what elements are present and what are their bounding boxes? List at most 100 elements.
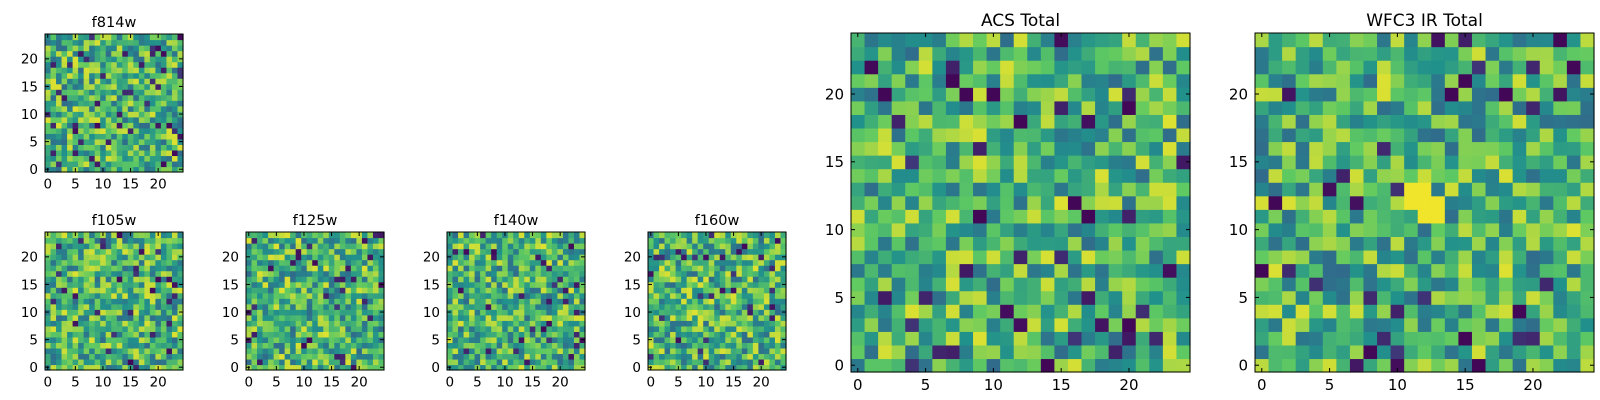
heatmap-cell [72, 287, 79, 294]
heatmap-cell [1000, 33, 1015, 48]
heatmap-cell [959, 73, 974, 88]
heatmap-cell [703, 331, 710, 338]
heatmap-cell [111, 56, 118, 63]
heatmap-cell [469, 281, 476, 288]
heatmap-cell [780, 347, 787, 355]
heatmap-cell [67, 116, 74, 123]
heatmap-cell [708, 353, 715, 360]
heatmap-cell [251, 254, 258, 261]
heatmap-cell [67, 298, 74, 305]
heatmap-cell [301, 320, 308, 327]
heatmap-cell [111, 287, 118, 294]
heatmap-cell [116, 353, 123, 360]
heatmap-cell [372, 254, 380, 261]
heatmap-cell [138, 50, 145, 57]
heatmap-cell [485, 287, 492, 294]
heatmap-cell [1255, 100, 1270, 115]
heatmap-cell [1027, 290, 1042, 305]
heatmap-cell [1149, 304, 1164, 319]
heatmap-cell [1040, 33, 1055, 48]
heatmap-cell [714, 298, 721, 305]
heatmap-cell [56, 314, 63, 321]
heatmap-cell [295, 259, 302, 266]
heatmap-cell [1040, 155, 1055, 170]
heatmap-cell [918, 331, 933, 346]
heatmap-cell [714, 325, 721, 332]
heatmap-cell [485, 303, 492, 310]
heatmap-cell [127, 160, 134, 168]
heatmap-cell [524, 342, 531, 349]
heatmap-cell [1081, 331, 1096, 346]
heatmap-cell [94, 127, 101, 134]
heatmap-cell [1580, 155, 1595, 170]
heatmap-cell [78, 353, 85, 360]
heatmap-cell [1553, 263, 1568, 278]
heatmap-cell [50, 111, 57, 118]
heatmap-cell [45, 45, 52, 52]
heatmap-cell [138, 358, 145, 366]
heatmap-cell [61, 100, 68, 107]
heatmap-cell [1255, 168, 1270, 183]
heatmap-cell [122, 72, 129, 79]
heatmap-cell [61, 325, 68, 332]
heatmap-cell [945, 209, 961, 224]
heatmap-cell [1566, 317, 1582, 332]
heatmap-cell [72, 353, 79, 360]
heatmap-cell [1054, 182, 1069, 197]
heatmap-cell [1282, 195, 1297, 210]
heatmap-cell [986, 290, 1001, 305]
heatmap-cell [171, 298, 179, 305]
heatmap-cell [653, 254, 660, 261]
heatmap-cell [262, 336, 269, 343]
heatmap-cell [452, 320, 459, 327]
heatmap-cell [171, 127, 179, 134]
heatmap-cell [78, 39, 85, 46]
heatmap-cell [1526, 344, 1541, 360]
heatmap-cell [306, 309, 313, 316]
heatmap-cell [171, 364, 179, 371]
heatmap-cell [323, 358, 330, 366]
heatmap-cell [1458, 263, 1473, 278]
heatmap-cell [1122, 33, 1137, 48]
heatmap-cell [664, 364, 671, 371]
heatmap-cell [568, 248, 575, 255]
heatmap-cell [1268, 182, 1283, 197]
heatmap-cell [692, 298, 699, 305]
heatmap-cell [116, 111, 123, 118]
heatmap-cell [1471, 195, 1487, 210]
heatmap-cell [122, 45, 129, 52]
heatmap-cell [463, 265, 470, 272]
heatmap-cell [356, 358, 363, 366]
heatmap-cell [1040, 60, 1055, 75]
heatmap-cell [144, 144, 151, 151]
heatmap-cell [973, 331, 988, 346]
heatmap-cell [1268, 331, 1283, 346]
heatmap-cell [986, 317, 1001, 332]
heatmap-cell [138, 133, 145, 140]
heatmap-cell [540, 325, 547, 332]
heatmap-cell [105, 281, 112, 288]
heatmap-cell [273, 336, 280, 343]
heatmap-cell [138, 276, 145, 283]
heatmap-cell [166, 45, 173, 52]
heatmap-cell [932, 195, 947, 210]
heatmap-cell [133, 248, 140, 255]
heatmap-cell [56, 100, 63, 107]
heatmap-cell [284, 265, 291, 272]
heatmap-cell [747, 314, 754, 321]
heatmap-cell [262, 364, 269, 371]
heatmap-cell [973, 236, 988, 251]
heatmap-cell [367, 353, 374, 360]
heatmap-cell [1377, 290, 1392, 305]
heatmap-cell [372, 303, 380, 310]
heatmap-cell [1255, 209, 1270, 224]
heatmap-cell [111, 358, 118, 366]
heatmap-cell [1417, 263, 1432, 278]
heatmap-cell [50, 364, 57, 371]
heatmap-cell [1349, 209, 1365, 224]
heatmap-cell [557, 243, 564, 250]
heatmap-cell [774, 353, 782, 360]
heatmap-cell [774, 320, 782, 327]
heatmap-cell [1349, 222, 1365, 237]
heatmap-cell [1268, 87, 1283, 102]
